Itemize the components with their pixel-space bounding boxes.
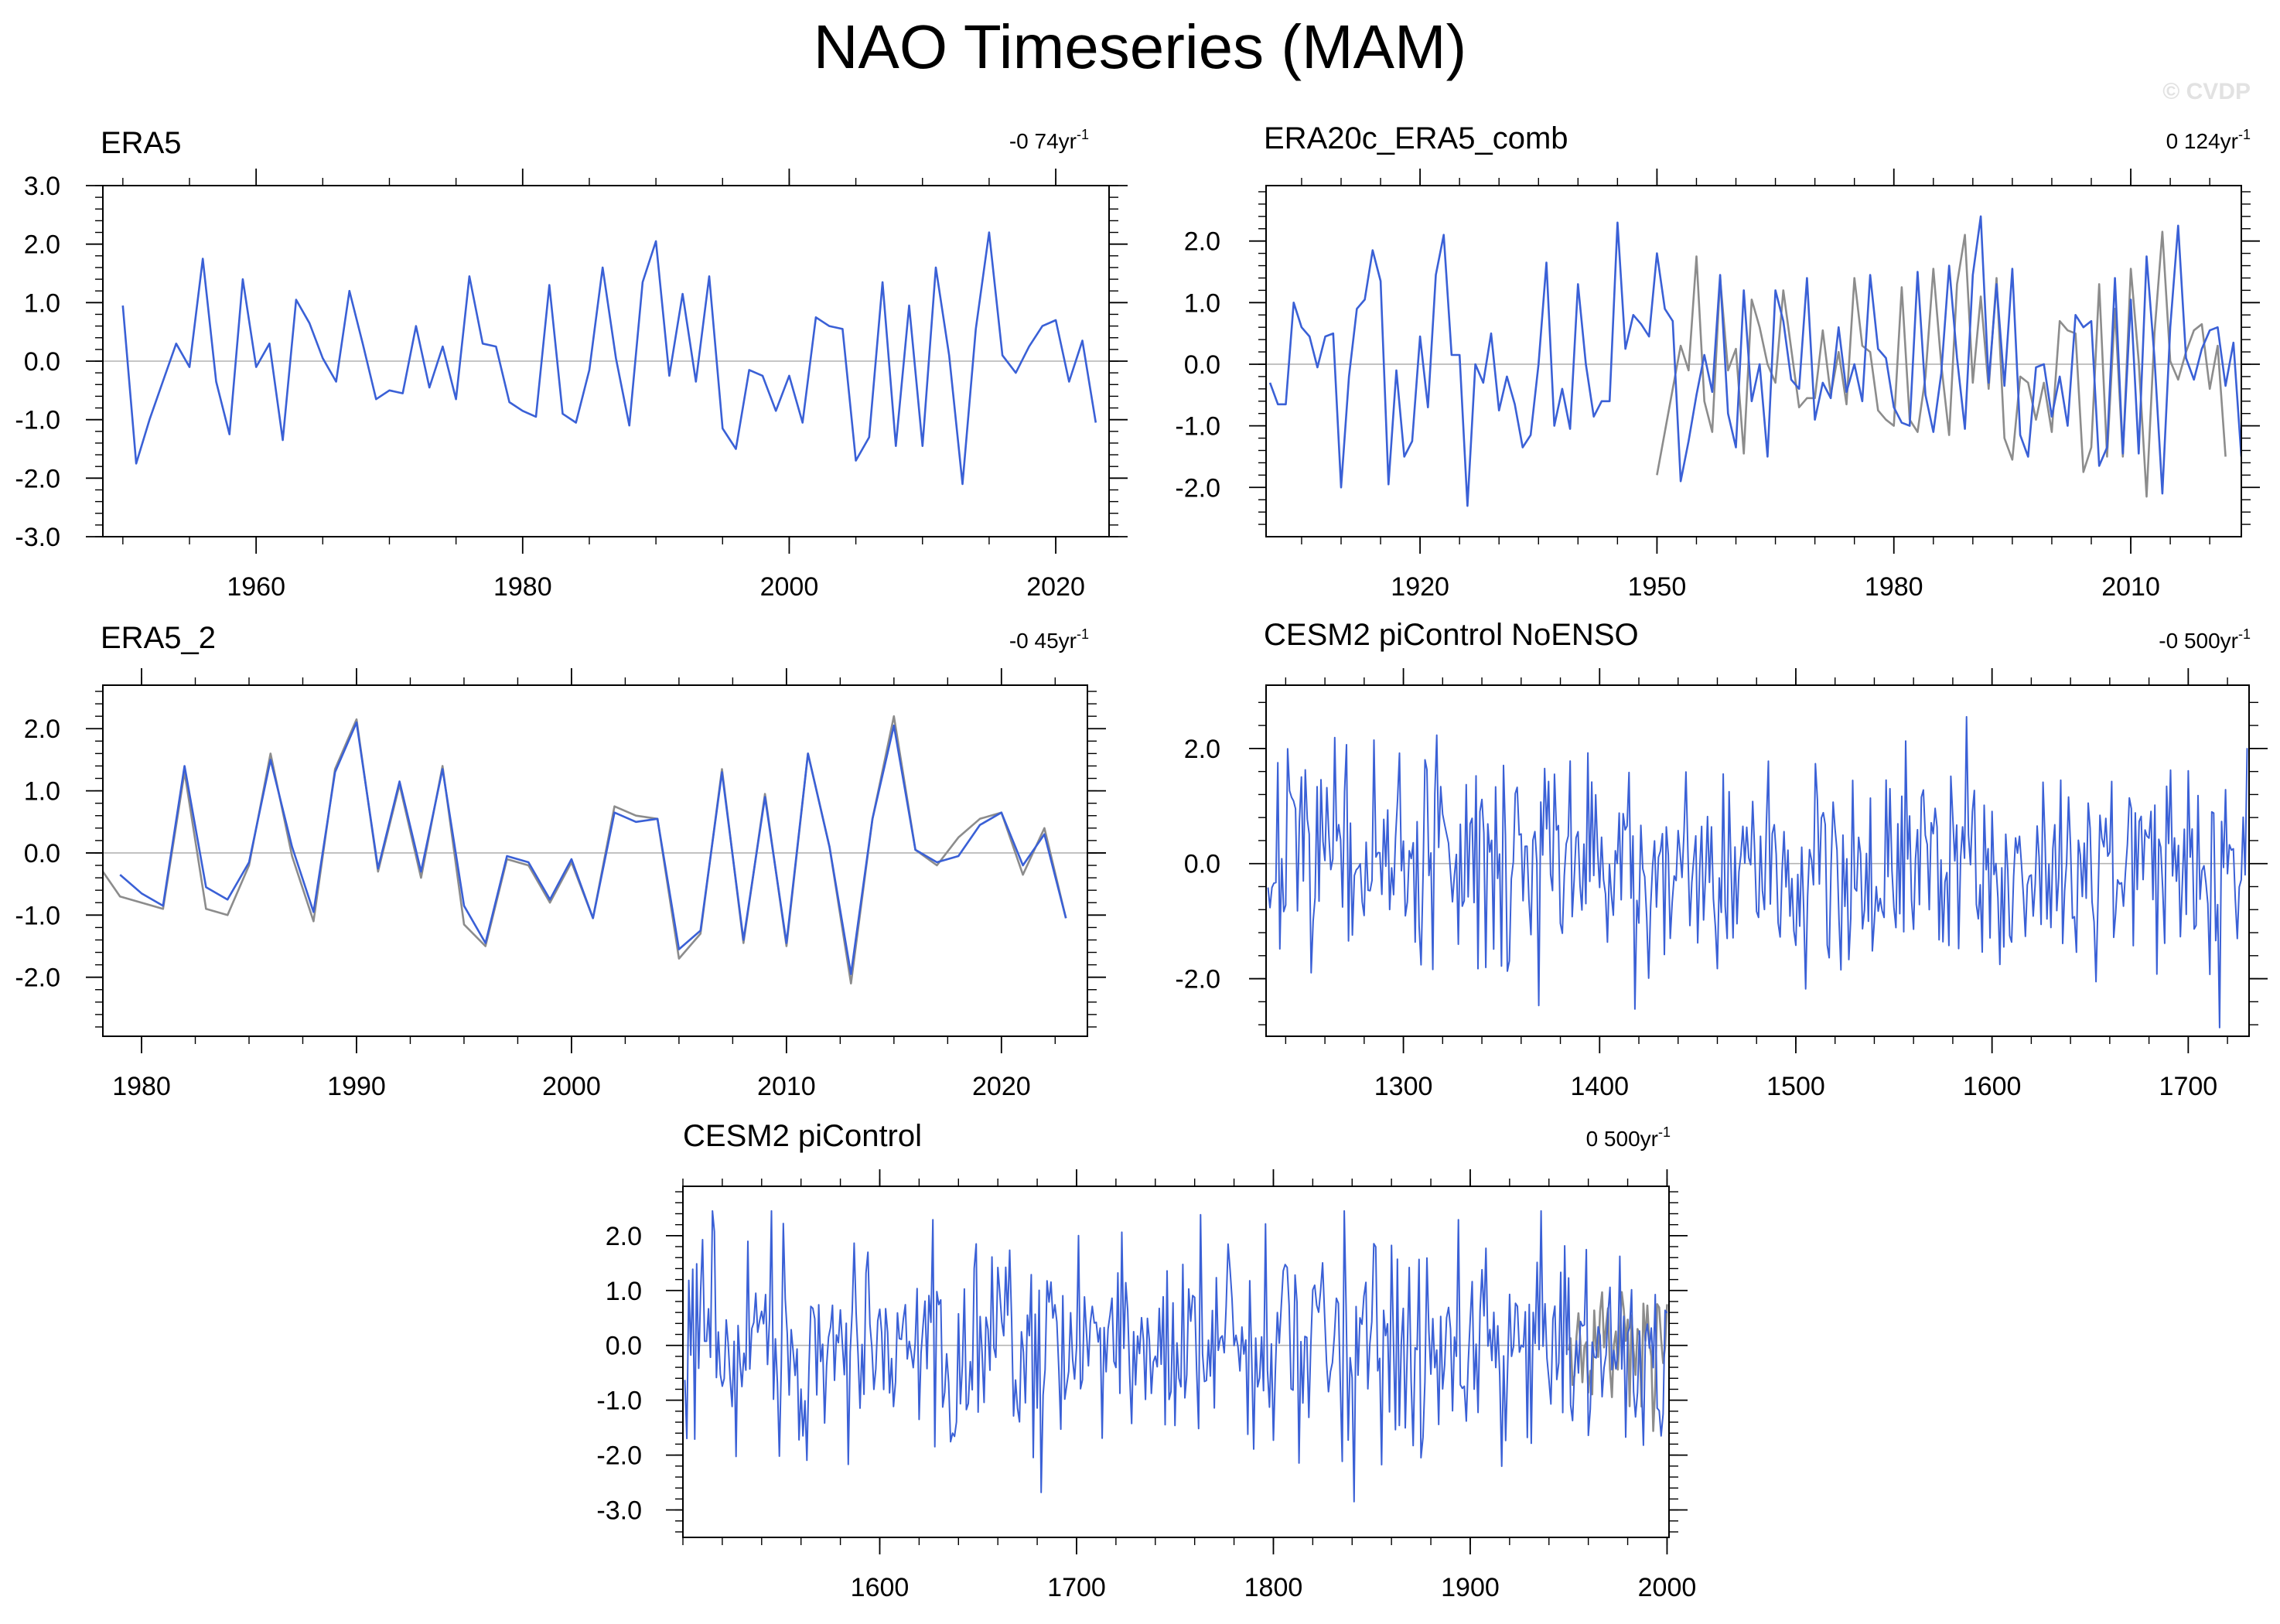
- trend-label: -0 500yr-1: [2159, 626, 2251, 653]
- x-tick-label: 2020: [1026, 572, 1085, 602]
- y-tick-label: 0.0: [1184, 350, 1220, 380]
- main-series-line: [119, 721, 1067, 975]
- trend-exponent: -1: [2238, 626, 2251, 642]
- y-tick-label: -2.0: [1175, 965, 1220, 995]
- plot-frame: [102, 185, 1110, 537]
- figure-title: NAO Timeseries (MAM): [814, 12, 1467, 81]
- x-tick-label: 2000: [542, 1072, 601, 1101]
- y-tick-label: 0.0: [1184, 850, 1220, 879]
- y-tick-label: -1.0: [15, 406, 60, 435]
- trend-value: -0 74yr: [1009, 129, 1077, 153]
- trend-label: -0 45yr-1: [1009, 626, 1089, 653]
- reference-series-line: [103, 715, 1067, 984]
- y-tick-label: 3.0: [24, 172, 60, 201]
- y-tick-label: 2.0: [24, 715, 60, 744]
- main-series-line: [1268, 215, 2241, 507]
- panel-title: ERA5_2: [101, 621, 216, 655]
- trend-label: 0 124yr-1: [2166, 127, 2251, 153]
- x-tick-label: 1980: [112, 1072, 171, 1101]
- x-tick-label: 1500: [1766, 1072, 1825, 1101]
- plot-frame: [1265, 185, 2242, 537]
- x-tick-label: 1700: [2159, 1072, 2218, 1101]
- x-tick-label: 1900: [1441, 1573, 1500, 1602]
- plot-frame: [1265, 684, 2250, 1037]
- panel-title: CESM2 piControl: [683, 1119, 922, 1153]
- y-tick-label: 2.0: [1184, 735, 1220, 764]
- y-tick-label: 1.0: [24, 288, 60, 318]
- panel-title: ERA20c_ERA5_comb: [1264, 121, 1568, 155]
- y-tick-label: -3.0: [596, 1496, 642, 1526]
- x-tick-label: 2010: [2101, 572, 2160, 602]
- x-tick-label: 1600: [1963, 1072, 2022, 1101]
- trend-exponent: -1: [1658, 1124, 1671, 1140]
- plot-frame: [682, 1186, 1670, 1538]
- y-tick-label: -2.0: [15, 464, 60, 493]
- trend-exponent: -1: [2238, 127, 2251, 142]
- x-tick-label: 1990: [327, 1072, 386, 1101]
- x-tick-label: 1300: [1374, 1072, 1433, 1101]
- x-tick-label: 2010: [757, 1072, 816, 1101]
- y-tick-label: -3.0: [15, 523, 60, 552]
- plot-frame: [102, 684, 1088, 1037]
- trend-label: 0 500yr-1: [1586, 1124, 1671, 1151]
- y-tick-label: 2.0: [1184, 227, 1220, 257]
- trend-exponent: -1: [1077, 626, 1089, 642]
- y-tick-label: -1.0: [15, 901, 60, 930]
- y-tick-label: 2.0: [24, 230, 60, 260]
- x-tick-label: 1980: [1865, 572, 1923, 602]
- copyright-watermark: © CVDP: [2162, 79, 2251, 104]
- trend-label: -0 74yr-1: [1009, 127, 1089, 153]
- y-tick-label: 1.0: [1184, 288, 1220, 318]
- y-tick-label: -2.0: [15, 964, 60, 993]
- panel-era5: ERA5 -0 74yr-1 1960 1980 2000 2020 -3.0 -2.0 -…: [15, 126, 1128, 602]
- panel-era5-2: ERA5_2 -0 45yr-1 1980 1990 2000 2010 2020 -2.…: [15, 621, 1106, 1101]
- x-tick-label: 1920: [1391, 572, 1449, 602]
- x-tick-label: 2000: [760, 572, 819, 602]
- x-tick-label: 2000: [1638, 1573, 1697, 1602]
- reference-series-line: [1567, 1291, 1668, 1432]
- y-tick-label: 1.0: [24, 777, 60, 807]
- y-tick-label: 0.0: [24, 347, 60, 377]
- x-tick-label: 2020: [972, 1072, 1031, 1101]
- trend-value: 0 500yr: [1586, 1127, 1658, 1151]
- main-series-line: [684, 1209, 1668, 1503]
- panel-era20c-era5-comb: ERA20c_ERA5_comb 0 124yr-1 1920 1950 1980 2…: [1175, 121, 2260, 602]
- main-series-line: [121, 231, 1097, 486]
- main-series-line: [1267, 715, 2248, 1029]
- x-tick-label: 1700: [1047, 1573, 1106, 1602]
- trend-value: 0 124yr: [2166, 129, 2238, 153]
- y-tick-label: -1.0: [1175, 412, 1220, 442]
- x-tick-label: 1950: [1628, 572, 1687, 602]
- y-tick-label: -2.0: [1175, 473, 1220, 503]
- x-tick-label: 1960: [227, 572, 285, 602]
- x-tick-label: 1600: [851, 1573, 910, 1602]
- y-tick-label: 1.0: [606, 1277, 642, 1306]
- panel-title: CESM2 piControl NoENSO: [1264, 618, 1639, 652]
- y-tick-label: 0.0: [606, 1332, 642, 1361]
- x-tick-label: 1980: [493, 572, 552, 602]
- x-tick-label: 1400: [1570, 1072, 1629, 1101]
- y-tick-label: 2.0: [606, 1222, 642, 1251]
- x-tick-label: 1800: [1244, 1573, 1303, 1602]
- trend-exponent: -1: [1077, 127, 1089, 142]
- y-tick-label: -1.0: [596, 1387, 642, 1416]
- y-tick-label: -2.0: [596, 1441, 642, 1471]
- panel-title: ERA5: [101, 126, 182, 160]
- trend-value: -0 500yr: [2159, 629, 2238, 653]
- panel-cesm2-picontrol: CESM2 piControl 0 500yr-1 1600 1700 1800 19…: [596, 1119, 1696, 1602]
- panel-cesm2-picontrol-noenso: CESM2 piControl NoENSO -0 500yr-1 1300 14…: [1175, 618, 2268, 1101]
- y-tick-label: 0.0: [24, 839, 60, 868]
- trend-value: -0 45yr: [1009, 629, 1077, 653]
